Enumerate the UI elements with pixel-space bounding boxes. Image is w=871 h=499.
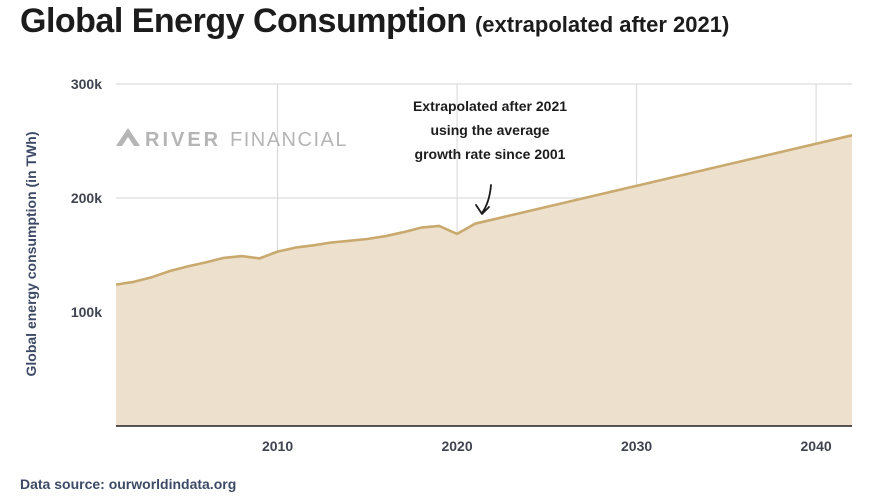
annotation: Extrapolated after 2021 using the average… (413, 98, 567, 214)
plot-area (116, 135, 852, 426)
watermark-financial: FINANCIAL (230, 129, 348, 151)
data-source: Data source: ourworldindata.org (20, 476, 236, 492)
river-logo-icon (116, 128, 140, 146)
y-axis-label: Global energy consumption (in TWh) (23, 132, 39, 377)
watermark: RIVER FINANCIAL (116, 128, 348, 151)
chart: RIVER FINANCIAL 100k 200k 300k 2010 2020 2030… (0, 0, 871, 499)
annotation-arrow-icon (476, 185, 491, 214)
x-tick-label: 2040 (801, 438, 832, 454)
area-fill (116, 135, 852, 426)
x-tick-label: 2030 (621, 438, 652, 454)
annotation-line-2: using the average (430, 122, 549, 138)
y-tick-label: 100k (71, 304, 102, 320)
x-tick-label: 2010 (262, 438, 293, 454)
y-tick-label: 300k (71, 76, 102, 92)
x-tick-label: 2020 (441, 438, 472, 454)
watermark-river: RIVER (145, 129, 221, 151)
y-tick-label: 200k (71, 190, 102, 206)
annotation-line-1: Extrapolated after 2021 (413, 98, 567, 114)
annotation-line-3: growth rate since 2001 (415, 146, 566, 162)
